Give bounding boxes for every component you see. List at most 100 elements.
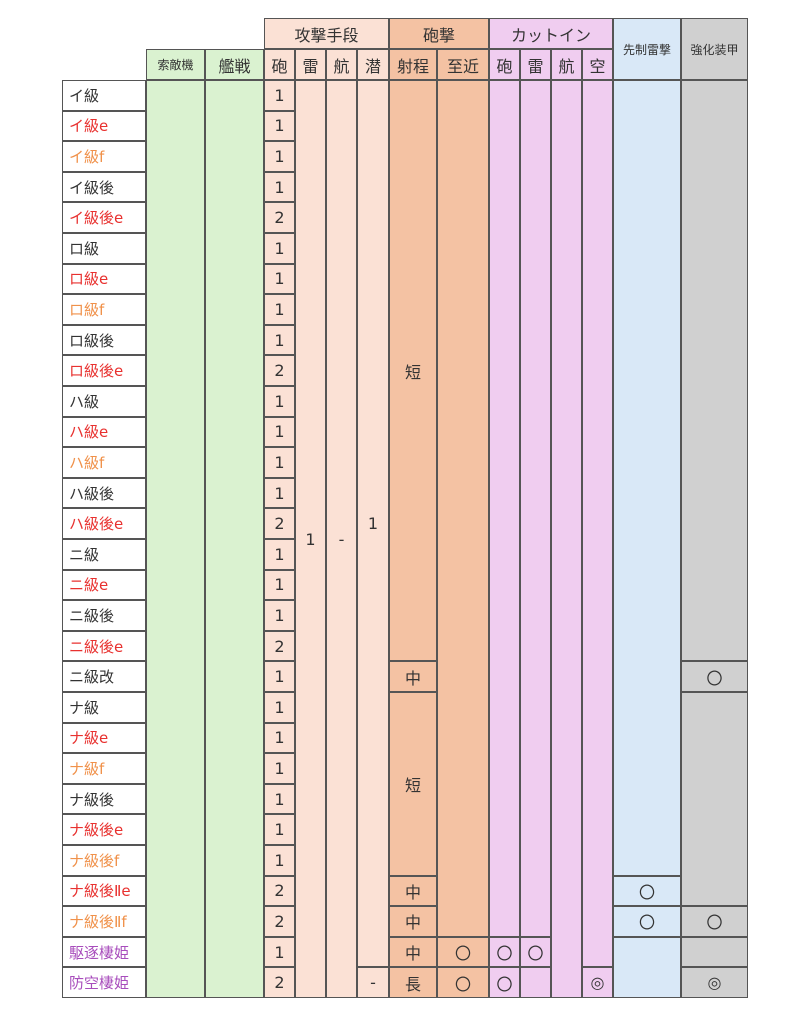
ship-name: ニ級後e (62, 630, 146, 662)
cutin-air-header: 航 (551, 49, 582, 80)
armor-header: 強化装甲 (681, 18, 748, 80)
ship-name: イ級後e (62, 202, 146, 233)
ship-name: ニ級e (62, 569, 146, 601)
gun-count: 2 (264, 355, 295, 386)
gun-count: 1 (264, 600, 295, 631)
ship-name: ロ級e (62, 263, 146, 295)
ship-name: ハ級 (62, 386, 146, 417)
gun-count: 1 (264, 324, 295, 356)
opening-torpedo-empty (613, 936, 681, 998)
gun-count: 1 (264, 110, 295, 142)
opening-torpedo-column (613, 80, 681, 876)
cutin-torpedo-empty (520, 967, 551, 998)
gun-count: 1 (264, 569, 295, 601)
ship-name: イ級 (62, 80, 146, 111)
cutin-gun-mark: 〇 (489, 967, 520, 998)
range-mid: 中 (389, 906, 437, 937)
attack-group-header: 攻撃手段 (264, 18, 389, 49)
ship-name: ニ級改 (62, 661, 146, 692)
cutin-group-header: カットイン (489, 18, 613, 49)
gun-count: 1 (264, 80, 295, 111)
gun-count: 2 (264, 202, 295, 233)
fighter-header: 艦戦 (205, 49, 264, 80)
cutin-air-column (551, 80, 582, 998)
gun-count: 1 (264, 692, 295, 723)
ship-name: ロ級f (62, 294, 146, 325)
cutin-gun-mark: 〇 (489, 936, 520, 968)
gun-count: 1 (264, 477, 295, 509)
gun-count: 1 (264, 539, 295, 570)
ship-name: ニ級後 (62, 600, 146, 631)
ship-name: ナ級f (62, 753, 146, 784)
close-range-mark: 〇 (437, 967, 489, 998)
close-range-mark: 〇 (437, 936, 489, 968)
close-range-column (437, 80, 489, 937)
range-mid: 中 (389, 661, 437, 692)
gun-count: 1 (264, 233, 295, 264)
range-mid: 中 (389, 936, 437, 968)
cutin-gun-column (489, 80, 520, 937)
torpedo-column: 1 (295, 80, 326, 998)
close-range-header: 至近 (437, 49, 489, 80)
ship-name: ロ級後e (62, 355, 146, 386)
armor-mark: ◎ (681, 967, 748, 998)
ship-name: イ級f (62, 141, 146, 172)
gun-count: 2 (264, 906, 295, 937)
attack-gun-header: 砲 (264, 49, 295, 80)
ship-name: ハ級f (62, 447, 146, 478)
armor-empty (681, 936, 748, 968)
ship-name: ハ級後e (62, 508, 146, 539)
armor-column (681, 80, 748, 662)
ship-name: ナ級後Ⅱf (62, 906, 146, 937)
opening-torpedo-mark: 〇 (613, 906, 681, 937)
gun-count: 1 (264, 936, 295, 968)
ship-name: ナ級後e (62, 814, 146, 845)
opening-torpedo-header: 先制雷撃 (613, 18, 681, 80)
gun-count: 1 (264, 722, 295, 754)
range-short: 短 (389, 80, 437, 662)
ship-name: ニ級 (62, 539, 146, 570)
gun-count: 1 (264, 386, 295, 417)
gun-count: 2 (264, 875, 295, 907)
cutin-aa-mark: ◎ (582, 967, 613, 998)
ship-name: イ級e (62, 110, 146, 142)
cutin-torpedo-mark: 〇 (520, 936, 551, 968)
ship-name: ナ級e (62, 722, 146, 754)
ship-name: 防空棲姫 (62, 967, 146, 998)
gun-count: 2 (264, 967, 295, 998)
sub-cell-last: - (357, 967, 389, 998)
shelling-group-header: 砲撃 (389, 18, 489, 49)
cutin-gun-header: 砲 (489, 49, 520, 80)
gun-count: 1 (264, 263, 295, 295)
range-long: 長 (389, 967, 437, 998)
armor-mark: 〇 (681, 661, 748, 692)
range-header: 射程 (389, 49, 437, 80)
gun-count: 1 (264, 294, 295, 325)
cutin-torpedo-header: 雷 (520, 49, 551, 80)
range-short: 短 (389, 692, 437, 876)
gun-count: 1 (264, 753, 295, 784)
ship-name: ロ級後 (62, 324, 146, 356)
gun-count: 1 (264, 845, 295, 876)
ship-name: ナ級後 (62, 783, 146, 815)
cutin-aa-header: 空 (582, 49, 613, 80)
sub-column: 1 (357, 80, 389, 968)
gun-count: 1 (264, 661, 295, 692)
gun-count: 1 (264, 171, 295, 203)
gun-count: 2 (264, 508, 295, 539)
gun-count: 1 (264, 141, 295, 172)
ship-name: ハ級e (62, 416, 146, 448)
gun-count: 1 (264, 783, 295, 815)
armor-column (681, 692, 748, 907)
gun-count: 1 (264, 814, 295, 845)
ship-name: 駆逐棲姫 (62, 936, 146, 968)
search-plane-column (146, 80, 205, 998)
armor-mark: 〇 (681, 906, 748, 937)
ship-name: ナ級後Ⅱe (62, 875, 146, 907)
ship-name: ナ級後f (62, 845, 146, 876)
ship-name: イ級後 (62, 171, 146, 203)
opening-torpedo-mark: 〇 (613, 875, 681, 907)
cutin-aa-column (582, 80, 613, 968)
attack-sub-header: 潜 (357, 49, 389, 80)
